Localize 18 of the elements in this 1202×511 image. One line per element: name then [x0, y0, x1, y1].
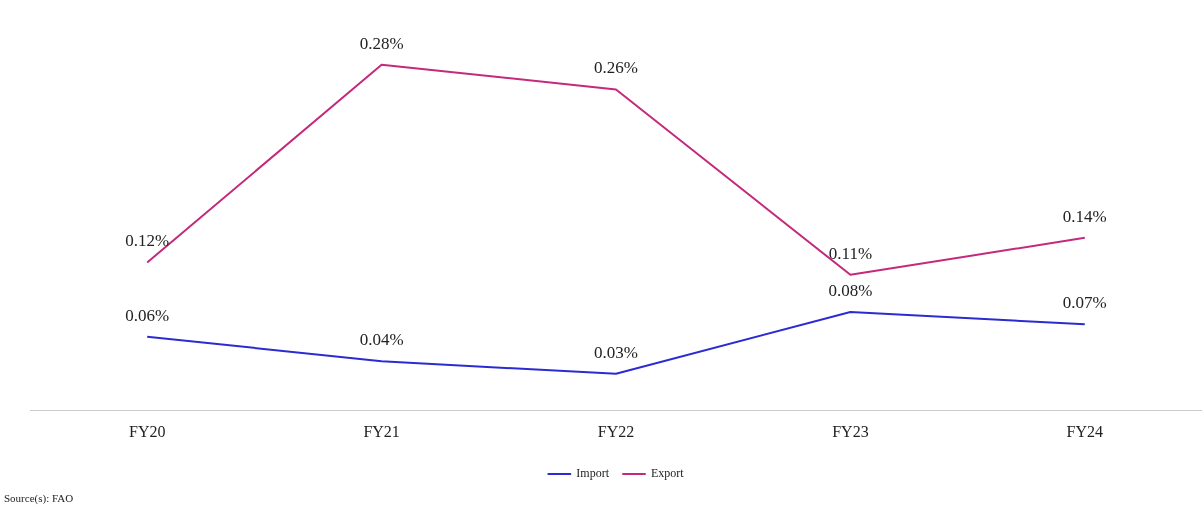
data-label: 0.08% [828, 280, 873, 300]
legend-label: Import [576, 466, 610, 481]
data-label: 0.07% [1062, 293, 1107, 313]
x-tick-label: FY23 [832, 422, 869, 440]
data-label: 0.12% [125, 231, 170, 251]
data-label: 0.26% [594, 58, 638, 78]
x-tick-label: FY24 [1066, 422, 1104, 440]
data-label: 0.28% [359, 33, 404, 53]
data-label: 0.14% [1062, 206, 1107, 226]
data-label: 0.11% [828, 243, 873, 263]
x-tick-label: FY20 [128, 422, 166, 440]
data-label: 0.04% [359, 330, 404, 350]
data-label: 0.06% [125, 305, 170, 325]
legend-label: Export [651, 466, 685, 481]
data-label: 0.03% [594, 342, 638, 362]
x-tick-label: FY22 [597, 422, 635, 440]
source-note: Source(s): FAO [4, 492, 75, 504]
x-tick-label: FY21 [363, 422, 400, 440]
